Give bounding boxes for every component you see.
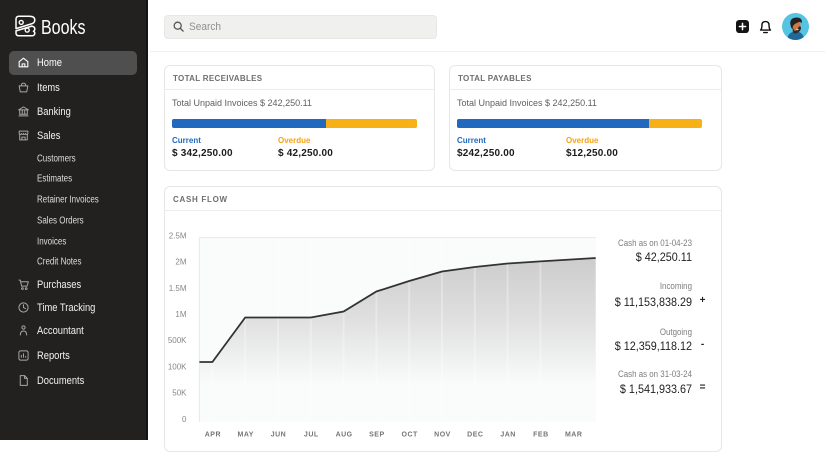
svg-text:500K: 500K [168,336,187,345]
svg-text:JUN: JUN [271,432,287,439]
svg-text:MAR: MAR [565,432,582,439]
svg-text:JAN: JAN [500,432,516,439]
svg-text:NOV: NOV [434,432,451,439]
svg-text:DEC: DEC [467,432,483,439]
svg-text:FEB: FEB [533,432,549,439]
svg-text:AUG: AUG [336,432,353,439]
svg-text:OCT: OCT [402,432,419,439]
svg-text:50K: 50K [172,389,187,398]
svg-text:2M: 2M [175,258,186,267]
svg-text:SEP: SEP [369,432,385,439]
svg-text:1M: 1M [175,310,186,319]
svg-text:MAY: MAY [237,432,253,439]
svg-text:2.5M: 2.5M [169,231,187,240]
svg-text:JUL: JUL [304,432,319,439]
svg-text:1.5M: 1.5M [169,284,187,293]
svg-text:100K: 100K [168,362,187,371]
svg-text:APR: APR [205,432,221,439]
svg-text:0: 0 [182,415,187,424]
